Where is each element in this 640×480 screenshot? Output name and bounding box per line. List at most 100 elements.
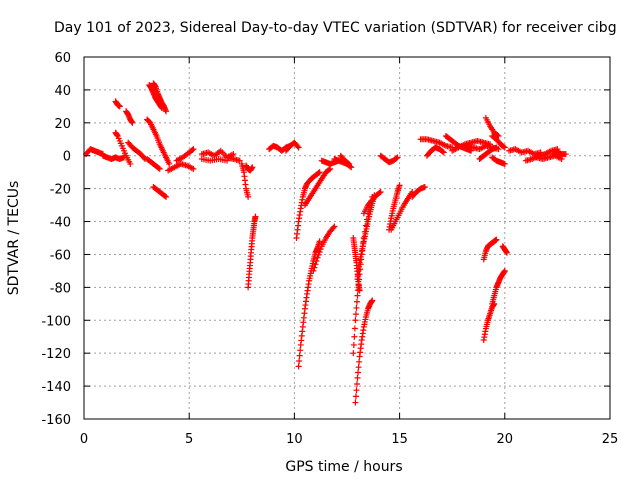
data-point	[352, 317, 359, 324]
series-arc-r	[245, 213, 259, 291]
data-point	[501, 144, 508, 151]
series-arc-l	[173, 146, 197, 164]
y-tick-label: -160	[41, 413, 71, 428]
data-point	[127, 160, 134, 167]
x-tick-label: 10	[286, 432, 303, 447]
data-point	[166, 160, 173, 167]
data-point	[396, 182, 403, 189]
series-arc-as	[489, 154, 508, 167]
series-arc-h	[144, 116, 173, 167]
series-arc-ax	[506, 146, 544, 158]
data-point	[354, 374, 361, 381]
data-point	[156, 165, 163, 172]
series-arc-u	[293, 169, 323, 241]
series-arc-e	[125, 139, 149, 163]
data-point	[252, 213, 259, 220]
data-point	[495, 132, 502, 139]
data-point	[190, 165, 197, 172]
chart-title: Day 101 of 2023, Sidereal Day-to-day VTE…	[54, 20, 617, 36]
data-point	[314, 254, 321, 261]
data-point	[326, 166, 333, 173]
y-tick-label: -60	[50, 248, 71, 263]
series-arc-d	[123, 108, 136, 126]
data-point	[356, 358, 363, 365]
y-tick-label: 0	[63, 150, 71, 165]
data-point	[140, 154, 147, 161]
data-point	[312, 261, 319, 268]
series-arc-aw	[489, 267, 508, 307]
series-arc-af	[360, 188, 384, 217]
data-point	[355, 369, 362, 376]
series-arc-q	[243, 162, 256, 174]
series-arc-p	[238, 160, 252, 200]
x-axis-title: GPS time / hours	[285, 459, 402, 475]
series-arc-az	[533, 152, 565, 163]
series-arc-ap	[476, 144, 500, 163]
data-point	[249, 164, 256, 171]
y-tick-label: -100	[41, 314, 71, 329]
x-tick-label: 0	[80, 432, 88, 447]
data-point	[354, 292, 361, 299]
data-point	[352, 311, 359, 318]
y-tick-label: 60	[54, 51, 71, 66]
data-point	[500, 143, 507, 150]
data-point	[331, 223, 338, 230]
data-point	[353, 381, 360, 388]
data-point	[355, 281, 362, 288]
data-point	[155, 165, 162, 172]
y-tick-label: -120	[41, 347, 71, 362]
data-point	[129, 119, 136, 126]
data-point	[345, 160, 352, 167]
data-point	[316, 248, 323, 255]
data-point	[393, 155, 400, 162]
data-point	[376, 189, 383, 196]
data-point	[350, 350, 357, 357]
series-arc-j	[150, 183, 170, 200]
data-point	[562, 151, 569, 158]
data-point	[369, 297, 376, 304]
series-arc-k	[165, 160, 197, 174]
data-point	[316, 238, 323, 245]
series-arc-ai	[388, 188, 416, 233]
data-point	[311, 264, 318, 271]
data-point	[295, 363, 302, 370]
series-arc-at	[480, 236, 500, 263]
data-point	[313, 258, 320, 265]
data-point	[330, 224, 337, 231]
data-point	[351, 325, 358, 332]
data-point	[352, 393, 359, 400]
series-arc-au	[499, 243, 510, 256]
data-point	[353, 298, 360, 305]
data-point	[355, 287, 362, 294]
data-point	[190, 146, 197, 153]
data-point	[394, 154, 401, 161]
data-point	[116, 103, 123, 110]
x-tick-label: 15	[391, 432, 408, 447]
x-tick-labels: 0 5 10 15 20 25	[80, 432, 618, 447]
data-point	[353, 387, 360, 394]
series-arc-aj	[409, 183, 428, 200]
x-tick-label: 20	[497, 432, 514, 447]
series-arc-ad	[352, 297, 376, 406]
series-arc-x	[310, 223, 338, 274]
data-point	[163, 193, 170, 200]
plot-frame	[83, 56, 611, 420]
data-point	[162, 193, 169, 200]
data-point	[245, 193, 252, 200]
data-point	[316, 169, 323, 176]
data-point	[493, 236, 500, 243]
data-point	[315, 170, 322, 177]
x-tick-label: 25	[602, 432, 619, 447]
y-tick-label: 40	[54, 84, 71, 99]
data-point	[355, 364, 362, 371]
data-point	[295, 144, 302, 151]
y-tick-label: 20	[54, 117, 71, 132]
data-point	[189, 146, 196, 153]
y-tick-label: -20	[50, 183, 71, 198]
data-point	[353, 304, 360, 311]
data-point	[296, 352, 303, 359]
data-point	[294, 143, 301, 150]
data-point	[501, 267, 508, 274]
series-arc-ba	[550, 149, 569, 158]
